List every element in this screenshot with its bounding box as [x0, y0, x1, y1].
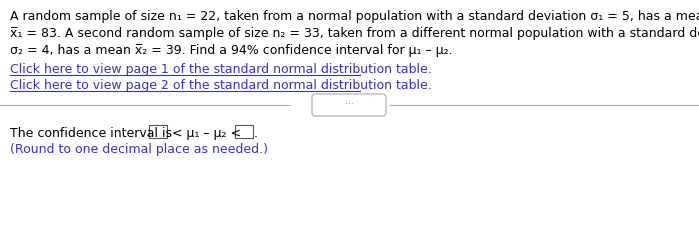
FancyBboxPatch shape — [312, 94, 386, 116]
Text: .: . — [254, 127, 258, 140]
Text: Click here to view page 2 of the standard normal distribution table.: Click here to view page 2 of the standar… — [10, 79, 432, 92]
Text: Click here to view page 1 of the standard normal distribution table.: Click here to view page 1 of the standar… — [10, 63, 432, 76]
Text: The confidence interval is: The confidence interval is — [10, 127, 176, 140]
Text: A random sample of size n₁ = 22, taken from a normal population with a standard : A random sample of size n₁ = 22, taken f… — [10, 10, 699, 23]
FancyBboxPatch shape — [149, 125, 167, 138]
Text: x̅₁ = 83. A second random sample of size n₂ = 33, taken from a different normal : x̅₁ = 83. A second random sample of size… — [10, 27, 699, 40]
Text: ...: ... — [345, 96, 353, 105]
FancyBboxPatch shape — [235, 125, 253, 138]
Text: (Round to one decimal place as needed.): (Round to one decimal place as needed.) — [10, 143, 268, 156]
Text: σ₂ = 4, has a mean x̅₂ = 39. Find a 94% confidence interval for μ₁ – μ₂.: σ₂ = 4, has a mean x̅₂ = 39. Find a 94% … — [10, 44, 453, 57]
Text: < μ₁ – μ₂ <: < μ₁ – μ₂ < — [168, 127, 245, 140]
